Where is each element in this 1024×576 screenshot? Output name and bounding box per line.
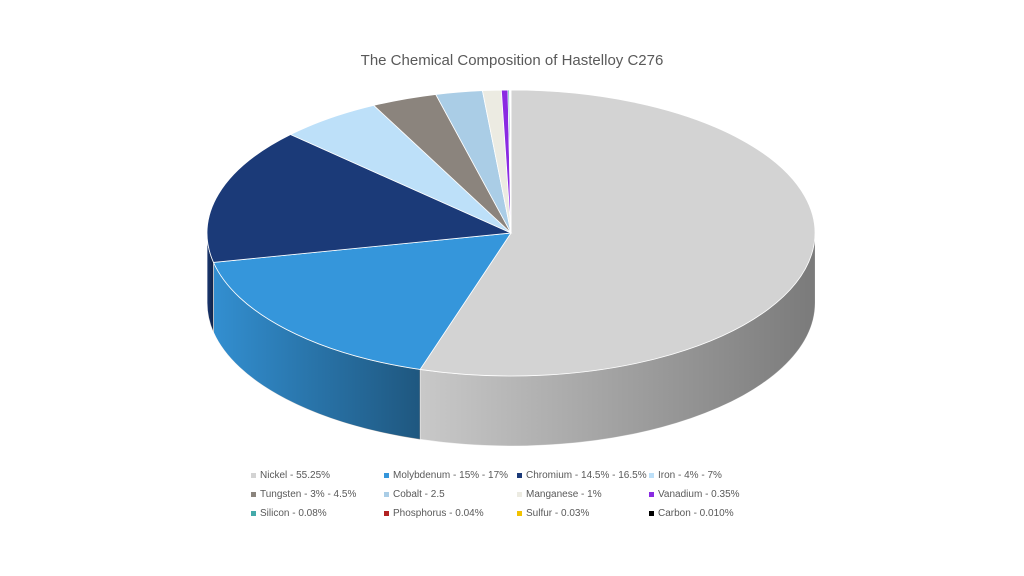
pie-slice-chromium — [206, 134, 513, 263]
legend-swatch — [517, 473, 522, 478]
legend-label: Carbon - 0.010% — [658, 508, 734, 519]
legend-item-chromium: Chromium - 14.5% - 16.5% — [517, 470, 649, 481]
legend-item-cobalt: Cobalt - 2.5 — [384, 489, 517, 500]
pie-slice-molybdenum — [212, 232, 512, 370]
legend-item-nickel: Nickel - 55.25% — [251, 470, 384, 481]
chart-title: The Chemical Composition of Hastelloy C2… — [360, 52, 664, 69]
legend-label: Tungsten - 3% - 4.5% — [260, 489, 357, 500]
legend-swatch — [649, 511, 654, 516]
legend-swatch — [384, 473, 389, 478]
legend: Nickel - 55.25% Molybdenum - 15% - 17% Chr… — [251, 470, 811, 519]
legend-swatch — [649, 492, 654, 497]
legend-item-manganese: Manganese - 1% — [517, 489, 649, 500]
legend-label: Silicon - 0.08% — [260, 508, 327, 519]
legend-swatch — [517, 492, 522, 497]
legend-item-iron: Iron - 4% - 7% — [649, 470, 781, 481]
legend-label: Sulfur - 0.03% — [526, 508, 590, 519]
legend-item-molybdenum: Molybdenum - 15% - 17% — [384, 470, 517, 481]
legend-label: Phosphorus - 0.04% — [393, 508, 484, 519]
legend-swatch — [384, 492, 389, 497]
legend-label: Chromium - 14.5% - 16.5% — [526, 470, 647, 481]
legend-label: Iron - 4% - 7% — [658, 470, 722, 481]
legend-label: Vanadium - 0.35% — [658, 489, 740, 500]
legend-swatch — [251, 473, 256, 478]
legend-swatch — [517, 511, 522, 516]
legend-item-vanadium: Vanadium - 0.35% — [649, 489, 781, 500]
pie-side-shade-nickel — [420, 233, 815, 446]
legend-swatch — [251, 492, 256, 497]
legend-swatch — [251, 511, 256, 516]
legend-swatch — [649, 473, 654, 478]
pie-side-shade-molybdenum — [213, 262, 421, 440]
legend-label: Molybdenum - 15% - 17% — [393, 470, 509, 481]
legend-label: Nickel - 55.25% — [260, 470, 331, 481]
legend-swatch — [384, 511, 389, 516]
legend-item-silicon: Silicon - 0.08% — [251, 508, 384, 519]
pie-slice-nickel — [419, 89, 816, 377]
legend-item-phosphorus: Phosphorus - 0.04% — [384, 508, 517, 519]
legend-item-sulfur: Sulfur - 0.03% — [517, 508, 649, 519]
pie-tops — [206, 89, 816, 377]
legend-item-tungsten: Tungsten - 3% - 4.5% — [251, 489, 384, 500]
legend-label: Manganese - 1% — [526, 489, 602, 500]
legend-item-carbon: Carbon - 0.010% — [649, 508, 781, 519]
pie-side-shade-chromium — [207, 233, 214, 333]
pie-sides — [206, 232, 816, 447]
legend-label: Cobalt - 2.5 — [393, 489, 445, 500]
